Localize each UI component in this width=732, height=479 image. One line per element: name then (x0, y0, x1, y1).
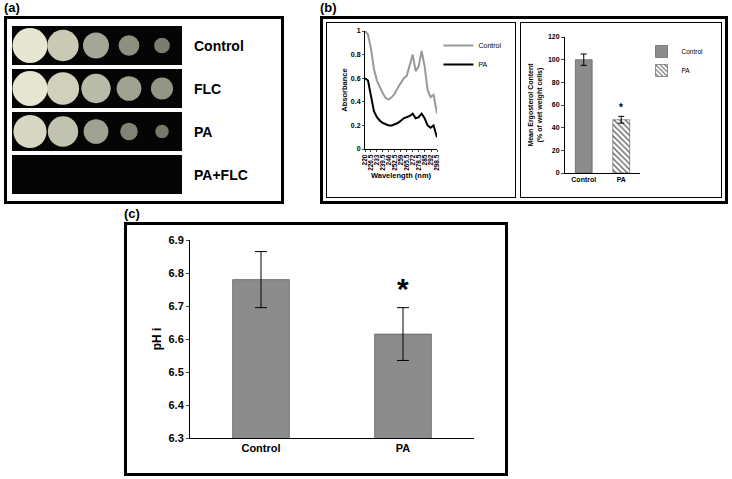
svg-text:*: * (397, 272, 409, 305)
svg-text:Absorbance: Absorbance (340, 68, 349, 111)
svg-text:PA: PA (396, 442, 411, 454)
svg-text:233: 233 (373, 154, 380, 165)
html-text:(c): (c) (124, 206, 140, 221)
svg-text:0.8: 0.8 (351, 51, 361, 58)
svg-text:Control: Control (682, 48, 704, 55)
svg-text:Control: Control (241, 442, 280, 454)
svg-text:0.6: 0.6 (351, 75, 361, 82)
svg-text:PA+FLC: PA+FLC (194, 167, 248, 183)
svg-text:292: 292 (427, 154, 434, 165)
svg-text:100: 100 (548, 56, 560, 63)
svg-text:226.5: 226.5 (367, 154, 374, 171)
svg-text:298.5: 298.5 (433, 154, 440, 171)
svg-text:6.9: 6.9 (169, 234, 184, 246)
svg-text:60: 60 (552, 101, 560, 108)
html-text:(a): (a) (4, 0, 20, 15)
svg-text:FLC: FLC (194, 81, 221, 97)
svg-text:PA: PA (682, 67, 691, 74)
svg-text:6.8: 6.8 (169, 267, 184, 279)
svg-text:239.5: 239.5 (379, 154, 386, 171)
html-text:(b): (b) (320, 0, 337, 15)
svg-text:1: 1 (357, 27, 361, 34)
svg-text:259: 259 (397, 154, 404, 165)
svg-text:6.6: 6.6 (169, 333, 184, 345)
svg-text:PA: PA (194, 124, 212, 140)
svg-text:220: 220 (361, 154, 368, 165)
svg-text:0: 0 (357, 145, 361, 152)
svg-text:0.4: 0.4 (351, 98, 361, 105)
svg-text:246: 246 (385, 154, 392, 165)
svg-text:0: 0 (556, 169, 560, 176)
svg-text:265.5: 265.5 (403, 154, 410, 171)
svg-text:20: 20 (552, 147, 560, 154)
svg-text:6.3: 6.3 (169, 432, 184, 444)
svg-text:Wavelength (nm): Wavelength (nm) (371, 171, 432, 180)
svg-text:PA: PA (478, 61, 487, 68)
svg-text:*: * (619, 102, 623, 113)
svg-text:6.4: 6.4 (169, 399, 185, 411)
svg-text:Control: Control (571, 176, 596, 183)
svg-text:Mean Ergosterol Content(% of w: Mean Ergosterol Content(% of wet weight … (527, 63, 544, 147)
svg-text:6.5: 6.5 (169, 366, 184, 378)
svg-text:285: 285 (421, 154, 428, 165)
svg-text:6.7: 6.7 (169, 300, 184, 312)
svg-text:272: 272 (409, 154, 416, 165)
svg-text:80: 80 (552, 79, 560, 86)
svg-text:PA: PA (617, 176, 626, 183)
svg-text:120: 120 (548, 33, 560, 40)
svg-text:Control: Control (478, 42, 501, 49)
svg-text:Control: Control (194, 38, 244, 54)
svg-text:0.2: 0.2 (351, 122, 361, 129)
svg-text:278.5: 278.5 (415, 154, 422, 171)
svg-text:252.5: 252.5 (391, 154, 398, 171)
svg-text:pH i: pH i (150, 328, 164, 351)
svg-text:40: 40 (552, 124, 560, 131)
